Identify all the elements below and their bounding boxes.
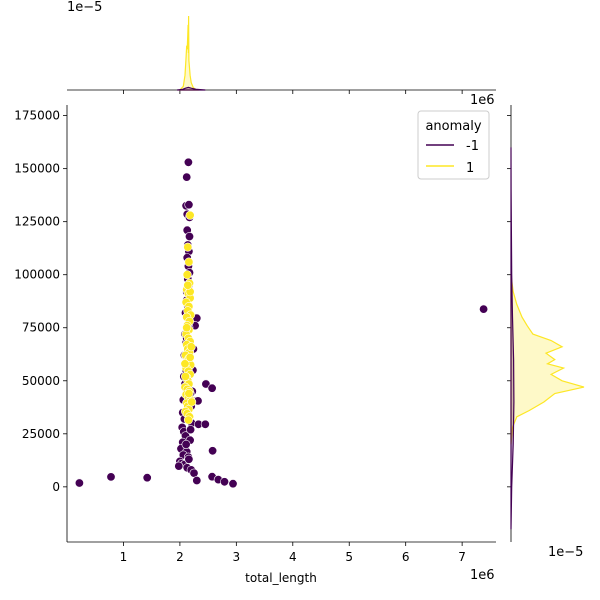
top-marginal-density [67,15,496,94]
top-marginal-offset-label: 1e−5 [67,0,102,15]
point-series0-76 [184,454,194,464]
main-plot-area: 1 2 3 4 5 6 7 0 25000 50000 75000 100000 125000 15000… [14,105,496,564]
right-marginal-density [507,105,585,542]
point-series1-46 [186,342,196,352]
point-series0-0 [74,478,84,488]
y-offset-label: 1e6 [470,93,495,108]
point-series0-2 [142,473,152,483]
x-axis-label: total_length [245,571,317,585]
point-series1-1 [183,242,193,252]
point-series0-53 [174,461,184,471]
legend-label-neg1: -1 [466,139,479,154]
point-series0-57 [192,475,202,485]
point-series1-47 [180,359,190,369]
top-density-curve-0 [178,15,199,91]
point-series1-51 [185,352,195,362]
point-series0-4 [183,157,193,167]
y-tick-label-5: 125000 [14,215,60,229]
right-density-curve-0 [510,274,585,445]
legend: anomaly -1 1 [417,110,490,180]
point-series1-53 [184,388,194,398]
point-series0-5 [182,172,192,182]
y-tick-label-2: 50000 [22,374,60,388]
x-tick-label-1: 2 [176,550,184,564]
y-tick-label-6: 150000 [14,162,60,176]
main-axes: 1 2 3 4 5 6 7 0 25000 50000 75000 100000 125000 15000… [14,105,496,564]
right-density-curve-1 [510,147,515,530]
x-tick-label-5: 6 [402,550,410,564]
y-tick-label-1: 25000 [22,427,60,441]
scatter-points [74,157,489,489]
point-series0-66 [228,479,238,489]
point-series0-3 [479,304,489,314]
point-series1-52 [181,371,191,381]
point-series1-50 [182,323,192,333]
x-tick-label-6: 7 [458,550,466,564]
point-series1-44 [183,415,193,425]
point-series1-49 [183,280,193,290]
y-tick-label-7: 175000 [14,109,60,123]
point-series0-74 [186,425,196,435]
point-series0-62 [208,446,218,456]
y-tick-label-3: 75000 [22,321,60,335]
y-tick-label-4: 100000 [14,268,60,282]
point-series1-0 [185,210,195,220]
top-density-curve-1 [177,86,206,91]
x-tick-label-2: 3 [233,550,241,564]
point-series0-11 [185,232,195,242]
x-offset-label: 1e6 [470,568,495,583]
right-marginal-offset-label: 1e−5 [548,545,583,560]
y-tick-label-0: 0 [52,480,60,494]
point-series0-60 [207,383,217,393]
x-tick-label-4: 5 [345,550,353,564]
point-series1-3 [182,270,192,280]
x-tick-label-0: 1 [120,550,128,564]
point-series0-75 [181,439,191,449]
point-series0-7 [184,200,194,210]
point-series0-59 [201,379,211,389]
point-series0-65 [220,477,230,487]
point-series0-1 [106,472,116,482]
point-series1-45 [187,397,197,407]
legend-title: anomaly [425,119,481,134]
point-series1-2 [184,257,194,267]
point-series0-61 [200,419,210,429]
x-tick-label-3: 4 [289,550,297,564]
legend-label-pos1: 1 [466,161,474,176]
